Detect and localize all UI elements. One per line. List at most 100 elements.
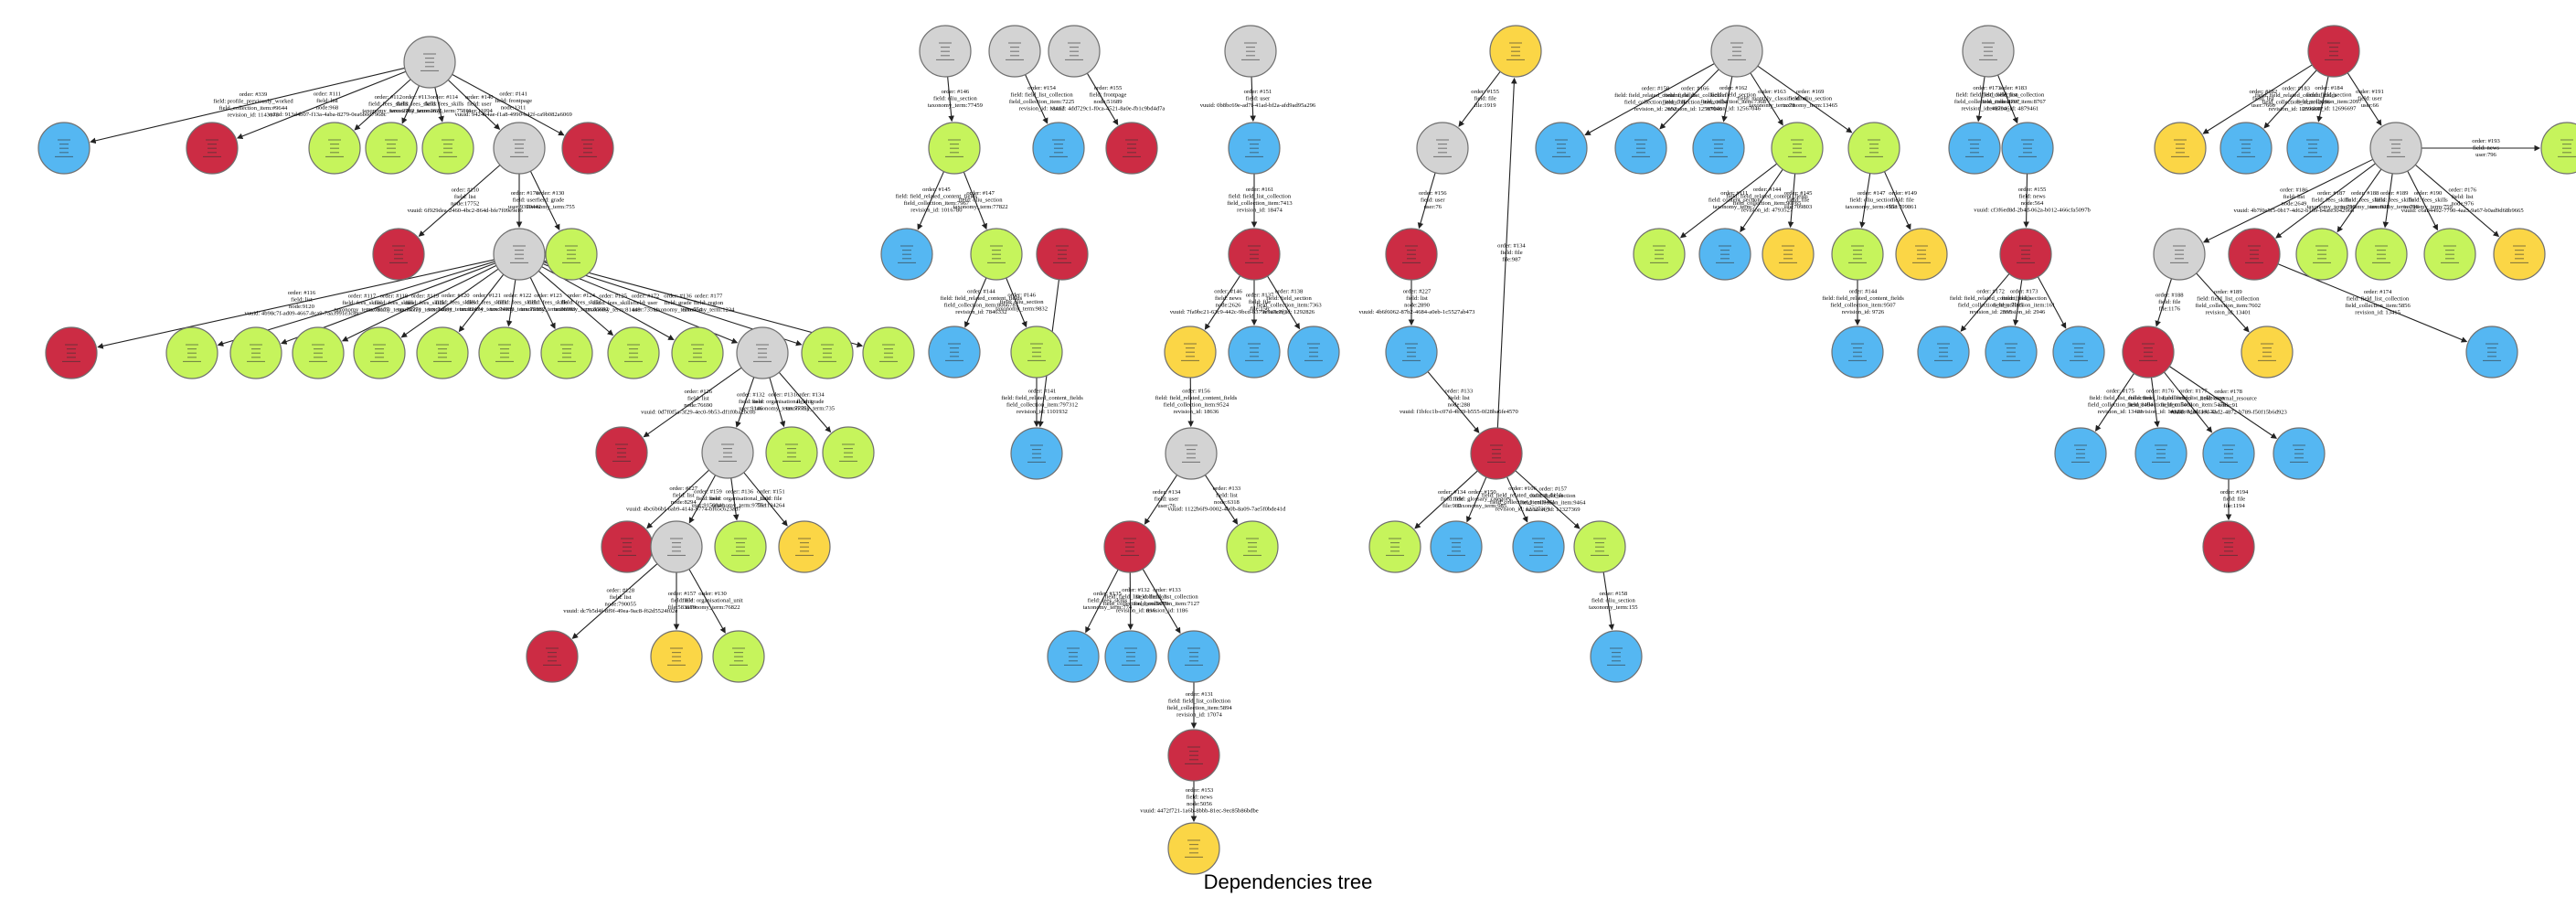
tree-node-green — [2423, 228, 2476, 281]
dependency-edge — [400, 268, 499, 338]
edge-label: order: #113 field: fees_skills taxonomy_te… — [390, 94, 442, 114]
tree-node-gray — [1165, 427, 1218, 480]
dependency-edge — [1267, 275, 1300, 330]
tree-node-red — [1167, 729, 1220, 782]
edge-label: order: #170 field: user user:9379442 — [508, 190, 541, 210]
edge-label: order: #116 field: list node:9120 vuuid: 4b… — [244, 290, 358, 317]
dependency-edge — [963, 277, 987, 328]
tree-node-red — [1228, 228, 1281, 281]
dependency-edge — [1417, 172, 1436, 230]
tree-node-red — [2228, 228, 2281, 281]
dependency-edge — [1204, 275, 1241, 330]
dependency-edge — [1466, 476, 1487, 523]
edge-label: order: #138 field: field_section field_col… — [1256, 289, 1322, 316]
tree-node-red — [186, 122, 239, 175]
tree-node-blue — [880, 228, 933, 281]
tree-node-blue — [2286, 122, 2339, 175]
edge-label: order: #128 field: list node:790055 vuuid: … — [563, 587, 677, 614]
tree-node-green — [2540, 122, 2576, 175]
dependency-edge — [2023, 173, 2029, 229]
dependency-edge — [643, 367, 742, 438]
edge-label: order: #182 field: list user:7666 — [2250, 89, 2278, 109]
dependency-edge — [1750, 72, 1783, 126]
edge-label: order: #189 field: fees_skills taxonomy_te… — [2369, 190, 2419, 210]
tree-node-yellow — [1489, 25, 1542, 78]
edge-label: order: #183 field: field_related_content_… — [2255, 85, 2337, 112]
tree-node-red — [601, 520, 654, 573]
edge-label: order: #158 field: field_related_content_… — [1614, 86, 1697, 113]
tree-node-green — [801, 326, 854, 379]
edge-label: order: #176 field: list node:976 vuuid: c6a… — [2401, 187, 2525, 214]
dependency-edge — [1883, 171, 1911, 230]
tree-node-gray — [2153, 228, 2206, 281]
dependency-edge — [1506, 476, 1528, 523]
tree-node-blue — [1430, 520, 1483, 573]
nodes-layer — [37, 25, 2576, 875]
dependency-edge — [341, 264, 497, 342]
tree-node-gray — [493, 122, 546, 175]
edge-label: order: #161 field: field_list_collection f… — [1227, 187, 1293, 214]
tree-node-red — [526, 630, 579, 683]
dependency-edge — [1515, 470, 1581, 529]
tree-node-blue — [1047, 630, 1100, 683]
dependency-edge — [1414, 470, 1478, 529]
tree-node-blue — [2202, 427, 2255, 480]
dependency-edge — [2202, 158, 2374, 243]
tree-node-blue — [1535, 122, 1588, 175]
dependency-edge — [2012, 279, 2023, 326]
edge-label: order: #111 field: list node:968 vuuid: 913… — [268, 91, 387, 119]
dependency-edge — [1025, 74, 1048, 124]
dependency-edge — [1144, 475, 1178, 525]
tree-node-green — [970, 228, 1023, 281]
dependency-edge — [2150, 377, 2160, 428]
dependency-edge — [401, 85, 420, 124]
dependency-edge — [917, 171, 945, 230]
edge-label: order: #149 field: file file:709861 — [1889, 190, 1917, 210]
edge-label: order: #144 field: field_related_content_… — [1822, 289, 1904, 316]
tree-node-gray — [1048, 25, 1101, 78]
diagram-title: Dependencies tree — [1203, 870, 1373, 893]
edge-label: order: #146 field: news node:2626 vuuid: 7f… — [1170, 289, 1287, 316]
tree-node-gray — [1710, 25, 1763, 78]
dependency-edge — [735, 377, 755, 428]
edge-label: order: #133 field: list node:6318 vuuid: 11… — [1168, 486, 1287, 513]
dependency-edge — [1496, 77, 1517, 429]
dependency-edge — [452, 73, 565, 136]
dependency-edge — [1085, 569, 1119, 634]
tree-node-green — [365, 122, 418, 175]
edge-label: order: #151 field: file file:194264 — [757, 488, 785, 508]
tree-node-green — [229, 326, 282, 379]
edge-label: order: #131 field: organisational_unit tax… — [752, 391, 814, 411]
dependency-edge — [1859, 173, 1871, 229]
dependency-edge — [1787, 173, 1796, 229]
edge-label: order: #150 field: glossary_category taxon… — [1453, 489, 1512, 509]
tree-node-green — [1831, 228, 1884, 281]
dependency-edge — [1721, 76, 1733, 123]
dependency-edge — [538, 270, 614, 336]
edge-label: order: #137 field: file file:156 — [1246, 292, 1274, 312]
edge-label: order: #124 field: fees_skills taxonomy_te… — [554, 293, 609, 313]
tree-node-blue — [2219, 122, 2273, 175]
tree-node-red — [1105, 122, 1158, 175]
dependency-edge — [646, 469, 709, 529]
dependency-edge — [1975, 76, 1985, 123]
dependency-edge — [1127, 571, 1134, 631]
tree-node-gray — [1962, 25, 2015, 78]
dependency-edge — [529, 276, 556, 329]
dependency-edge — [778, 371, 832, 433]
edge-label: order: #126 field: list node:76690 vuuid: 0… — [641, 389, 756, 416]
tree-node-green — [1771, 122, 1824, 175]
edge-label: order: #133 field: list node:288 vuuid: f1b… — [1400, 389, 1519, 416]
edge-label: order: #188 field: file file:1176 — [2156, 292, 2184, 312]
tree-node-blue — [37, 122, 90, 175]
tree-node-green — [607, 326, 660, 379]
tree-node-blue — [1692, 122, 1745, 175]
edge-label: order: #122 field: fees_skills taxonomy_te… — [490, 293, 545, 313]
tree-node-green — [1633, 228, 1686, 281]
edge-label: order: #118 field: fees_skills taxonomy_te… — [367, 293, 421, 313]
dependency-edge — [434, 87, 444, 123]
tree-node-yellow — [778, 520, 831, 573]
tree-node-yellow — [1167, 822, 1220, 875]
tree-node-blue — [1698, 228, 1751, 281]
edge-label: order: #177 field: region taxonomy_term:12… — [683, 293, 735, 313]
